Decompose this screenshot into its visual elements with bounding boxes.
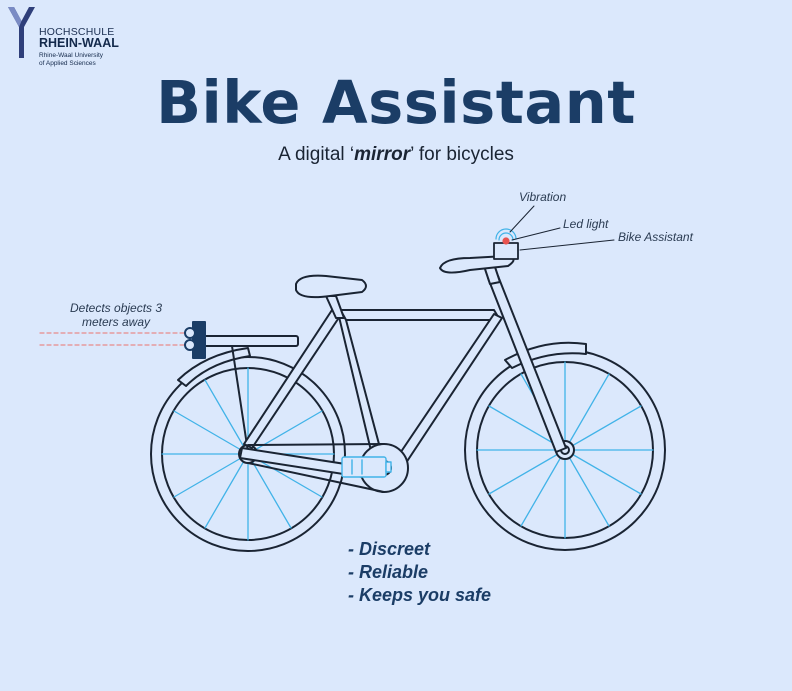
feature-list: - Discreet - Reliable - Keeps you safe <box>348 538 491 607</box>
vibration-icon <box>495 228 517 241</box>
sensor-beams <box>39 332 187 346</box>
university-logo-mark <box>8 7 35 58</box>
callout-bike-assistant: Bike Assistant <box>618 230 693 244</box>
page-subtitle: A digital ‘mirror’ for bicycles <box>0 144 792 166</box>
page-title: Bike Assistant <box>156 68 636 137</box>
rear-sensor <box>184 321 206 359</box>
front-wheel <box>464 349 666 551</box>
callout-detects-line2: meters away <box>82 315 151 329</box>
rear-fender <box>177 347 251 387</box>
logo-text-university: Rhine-Waal University <box>39 52 104 59</box>
subtitle-emphasis: mirror <box>354 144 411 165</box>
logo-text-rhein-waal: RHEIN-WAAL <box>39 36 119 50</box>
battery-icon <box>341 456 392 478</box>
led-light-icon <box>502 237 510 245</box>
callout-lines <box>509 205 615 251</box>
bike-frame <box>239 263 567 481</box>
callout-detects-line1: Detects objects 3 <box>70 301 163 315</box>
feature-item: - Keeps you safe <box>348 585 492 605</box>
subtitle-prefix: A digital ‘ <box>278 144 355 165</box>
bike-assistant-device <box>493 228 519 260</box>
feature-item: - Discreet <box>348 539 431 559</box>
logo-text-applied-sciences: of Applied Sciences <box>39 60 96 67</box>
university-logo: HOCHSCHULE RHEIN-WAAL Rhine-Waal Univers… <box>6 5 146 75</box>
subtitle-suffix: ’ for bicycles <box>410 144 514 165</box>
callout-vibration: Vibration <box>519 190 567 204</box>
callout-detects-objects: Detects objects 3 meters away <box>70 301 162 329</box>
saddle <box>295 274 367 299</box>
callout-led-light: Led light <box>563 217 609 231</box>
front-wheel-spokes <box>476 361 654 539</box>
rear-rack <box>201 335 299 453</box>
logo-text-hochschule: HOCHSCHULE <box>39 26 115 38</box>
feature-item: - Reliable <box>348 562 429 582</box>
